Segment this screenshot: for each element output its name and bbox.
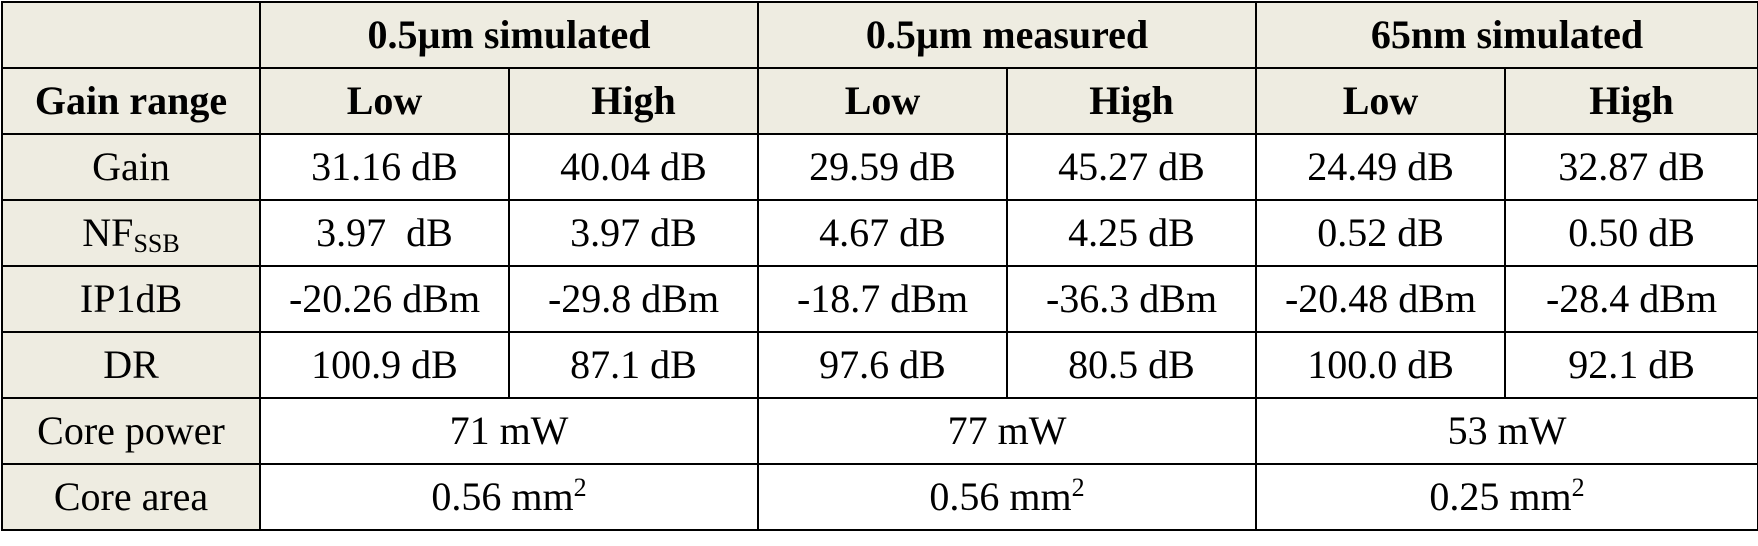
core-area-exponent: 2 (1071, 473, 1085, 502)
table-cell: 0.56 mm2 (258, 463, 760, 531)
table-row-core-area: Core area 0.56 mm2 0.56 mm2 0.25 mm2 (1, 463, 1758, 531)
group-header-row: 0.5µm simulated 0.5µm measured 65nm simu… (1, 1, 1758, 69)
table-row-nf-ssb: NFSSB 3.97 dB 3.97 dB 4.67 dB 4.25 dB 0.… (1, 199, 1758, 267)
table-cell: -36.3 dBm (1006, 265, 1258, 333)
table-row-dr: DR 100.9 dB 87.1 dB 97.6 dB 80.5 dB 100.… (1, 331, 1758, 399)
row-label-ip1db: IP1dB (1, 265, 261, 333)
table-cell: 29.59 dB (757, 133, 1009, 201)
table-cell: 0.50 dB (1504, 199, 1758, 267)
table-cell: 97.6 dB (757, 331, 1009, 399)
core-area-exponent: 2 (573, 473, 587, 502)
table-cell: 45.27 dB (1006, 133, 1258, 201)
table-cell: 0.52 dB (1255, 199, 1507, 267)
group-header-65nm-simulated: 65nm simulated (1255, 1, 1758, 69)
table-cell: 3.97 dB (259, 199, 510, 267)
table-row-gain: Gain 31.16 dB 40.04 dB 29.59 dB 45.27 dB… (1, 133, 1758, 201)
row-label-core-power: Core power (1, 397, 261, 465)
table-cell: 92.1 dB (1504, 331, 1758, 399)
table-cell: 77 mW (757, 397, 1258, 465)
table-cell: 87.1 dB (507, 331, 760, 399)
row-label-core-area: Core area (1, 463, 261, 531)
table-cell: -18.7 dBm (757, 265, 1009, 333)
group-header-05um-simulated: 0.5µm simulated (258, 1, 760, 69)
table-cell: 53 mW (1255, 397, 1758, 465)
table-cell: 4.25 dB (1006, 199, 1258, 267)
table-cell: 71 mW (258, 397, 760, 465)
table-row-ip1db: IP1dB -20.26 dBm -29.8 dBm -18.7 dBm -36… (1, 265, 1758, 333)
table-cell: 3.97 dB (507, 199, 760, 267)
corner-cell (1, 1, 261, 69)
gain-range-label: Gain range (1, 67, 261, 135)
table-cell: -20.26 dBm (259, 265, 510, 333)
table-cell: -20.48 dBm (1255, 265, 1507, 333)
table-cell: 80.5 dB (1006, 331, 1258, 399)
table-cell: 40.04 dB (507, 133, 760, 201)
table-cell: -28.4 dBm (1504, 265, 1758, 333)
sub-header-low: Low (1255, 67, 1507, 135)
row-label-nf-ssb: NFSSB (1, 199, 261, 267)
sub-header-high: High (1006, 67, 1258, 135)
core-area-value: 0.56 mm (929, 474, 1072, 519)
gain-range-header-row: Gain range Low High Low High Low High (1, 67, 1758, 135)
sub-header-high: High (1504, 67, 1758, 135)
row-label-nf-subscript: SSB (133, 229, 180, 258)
table-cell: -29.8 dBm (507, 265, 760, 333)
table-row-core-power: Core power 71 mW 77 mW 53 mW (1, 397, 1758, 465)
table-cell: 100.0 dB (1255, 331, 1507, 399)
row-label-gain: Gain (1, 133, 261, 201)
row-label-nf-main: NF (82, 210, 134, 255)
table-cell: 100.9 dB (259, 331, 510, 399)
comparison-table: 0.5µm simulated 0.5µm measured 65nm simu… (1, 1, 1758, 531)
sub-header-high: High (507, 67, 760, 135)
table-cell: 0.56 mm2 (757, 463, 1258, 531)
core-area-exponent: 2 (1571, 473, 1585, 502)
core-area-value: 0.56 mm (431, 474, 574, 519)
row-label-dr: DR (1, 331, 261, 399)
core-area-value: 0.25 mm (1429, 474, 1572, 519)
sub-header-low: Low (757, 67, 1009, 135)
table-cell: 32.87 dB (1504, 133, 1758, 201)
table-cell: 31.16 dB (259, 133, 510, 201)
table-cell: 4.67 dB (757, 199, 1009, 267)
sub-header-low: Low (259, 67, 510, 135)
table-cell: 24.49 dB (1255, 133, 1507, 201)
table-cell: 0.25 mm2 (1255, 463, 1758, 531)
group-header-05um-measured: 0.5µm measured (757, 1, 1258, 69)
